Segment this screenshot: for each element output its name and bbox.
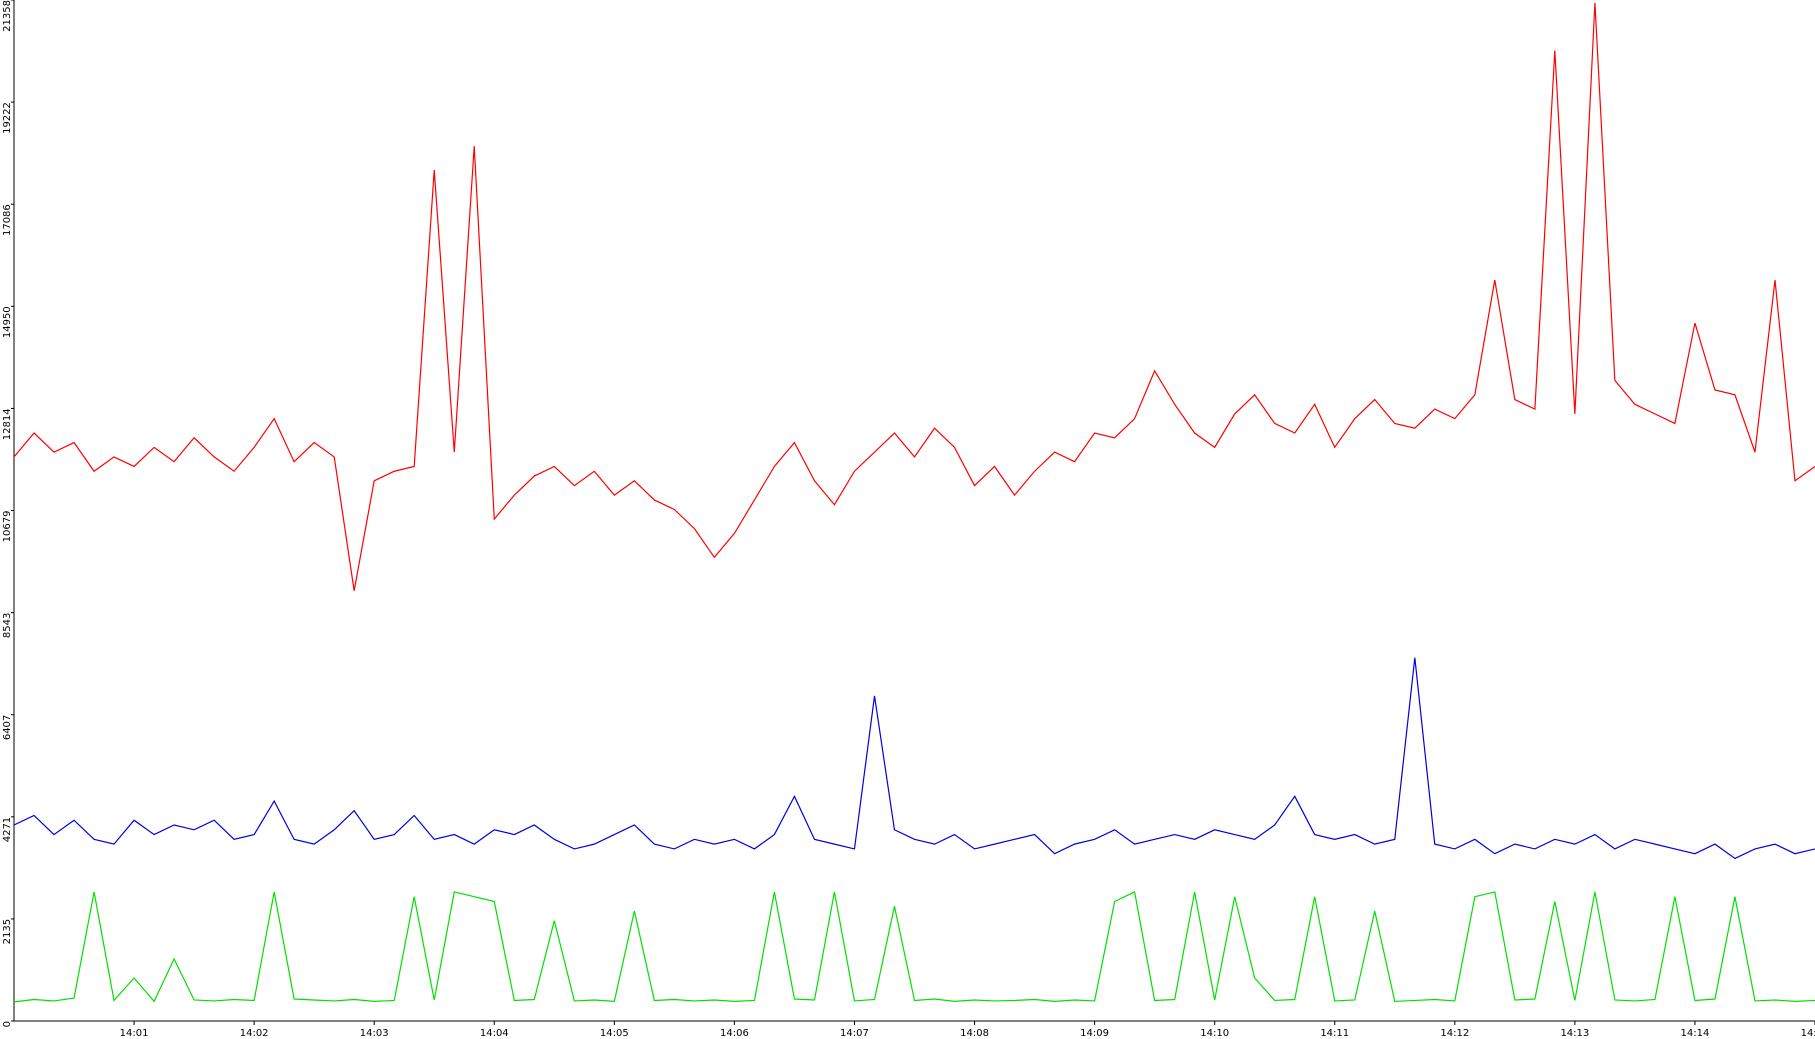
x-tick-label: 14:09 [1080,1028,1109,1039]
y-tick-label: 2135 [2,919,13,944]
x-tick-label: 14:11 [1320,1028,1349,1039]
x-tick-label: 14:06 [720,1028,749,1039]
y-tick-label: 0 [2,1021,13,1027]
x-tick-label: 14:02 [240,1028,269,1039]
x-tick-label: 14:10 [1200,1028,1229,1039]
series-line [13,2,1815,591]
y-tick-label: 21358 [2,0,13,32]
y-tick-label: 12814 [2,408,13,440]
y-tick-label: 19222 [2,102,13,134]
x-tick-label: 14:01 [120,1028,149,1039]
y-tick-label: 4271 [2,817,13,842]
x-tick-label: 14:05 [600,1028,629,1039]
series-line [13,891,1815,1003]
y-tick-label: 8543 [2,613,13,638]
x-tick-label: 14:12 [1440,1028,1469,1039]
x-tick-label: 14:04 [480,1028,509,1039]
x-tick-label: 14:13 [1560,1028,1589,1039]
y-tick-label: 6407 [2,715,13,740]
x-tick-label: 14:15 [1801,1028,1815,1039]
x-tick-label: 14:03 [360,1028,389,1039]
y-tick-label: 17086 [2,204,13,236]
x-tick-label: 14:07 [840,1028,869,1039]
x-tick-label: 14:14 [1681,1028,1710,1039]
y-tick-label: 14950 [2,306,13,338]
series-line [13,657,1815,860]
x-tick-label: 14:08 [960,1028,989,1039]
y-tick-label: 10679 [2,511,13,543]
